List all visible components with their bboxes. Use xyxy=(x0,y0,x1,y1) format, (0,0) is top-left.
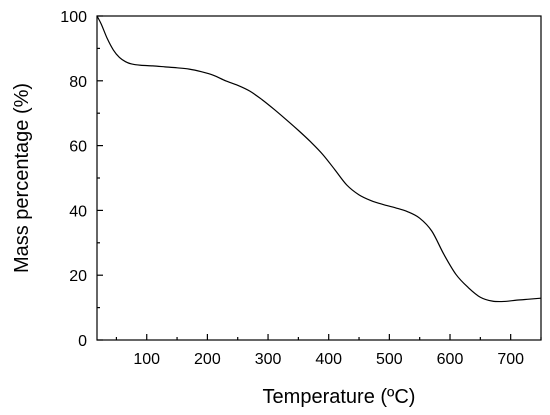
x-tick-label: 300 xyxy=(255,351,282,368)
x-tick-label: 600 xyxy=(437,351,464,368)
plot-frame xyxy=(96,15,542,341)
x-tick-label: 200 xyxy=(194,351,221,368)
y-tick-label: 20 xyxy=(69,268,87,285)
y-tick-label: 0 xyxy=(78,333,87,350)
x-tick-label: 700 xyxy=(497,351,524,368)
x-tick-label: 400 xyxy=(315,351,342,368)
x-tick-label: 100 xyxy=(133,351,160,368)
series-line xyxy=(96,15,542,303)
y-axis-label: Mass percentage (%) xyxy=(11,83,33,273)
y-tick-label: 60 xyxy=(69,139,87,156)
tick-labels-layer: 100 200 300 400 500 600 700 0 20 40 60 80 100 xyxy=(60,9,524,368)
y-tick-label: 40 xyxy=(69,203,87,220)
x-axis-label: Temperature (ºC) xyxy=(263,386,416,408)
x-tick-label: 500 xyxy=(376,351,403,368)
y-tick-label: 80 xyxy=(69,74,87,91)
y-tick-label: 100 xyxy=(60,9,87,26)
ticks-layer xyxy=(97,15,542,341)
